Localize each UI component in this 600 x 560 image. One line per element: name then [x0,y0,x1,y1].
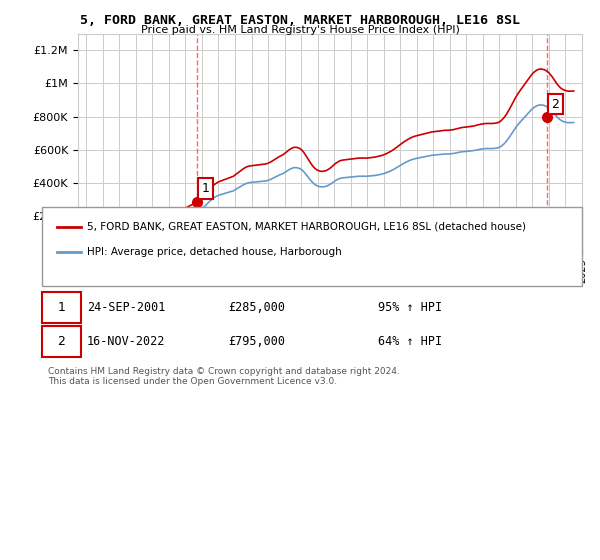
Text: Contains HM Land Registry data © Crown copyright and database right 2024.
This d: Contains HM Land Registry data © Crown c… [48,367,400,386]
Text: £795,000: £795,000 [228,334,285,348]
Text: £285,000: £285,000 [228,301,285,314]
Text: 2: 2 [58,334,65,348]
Text: 1: 1 [58,301,65,314]
Text: 5, FORD BANK, GREAT EASTON, MARKET HARBOROUGH, LE16 8SL (detached house): 5, FORD BANK, GREAT EASTON, MARKET HARBO… [87,222,526,232]
Text: 95% ↑ HPI: 95% ↑ HPI [378,301,442,314]
Text: Price paid vs. HM Land Registry's House Price Index (HPI): Price paid vs. HM Land Registry's House … [140,25,460,35]
Text: 1: 1 [202,182,209,195]
Text: 2: 2 [551,97,559,110]
Text: HPI: Average price, detached house, Harborough: HPI: Average price, detached house, Harb… [87,247,342,257]
Text: 5, FORD BANK, GREAT EASTON, MARKET HARBOROUGH, LE16 8SL: 5, FORD BANK, GREAT EASTON, MARKET HARBO… [80,14,520,27]
Text: 16-NOV-2022: 16-NOV-2022 [87,334,166,348]
Text: 64% ↑ HPI: 64% ↑ HPI [378,334,442,348]
Text: 24-SEP-2001: 24-SEP-2001 [87,301,166,314]
